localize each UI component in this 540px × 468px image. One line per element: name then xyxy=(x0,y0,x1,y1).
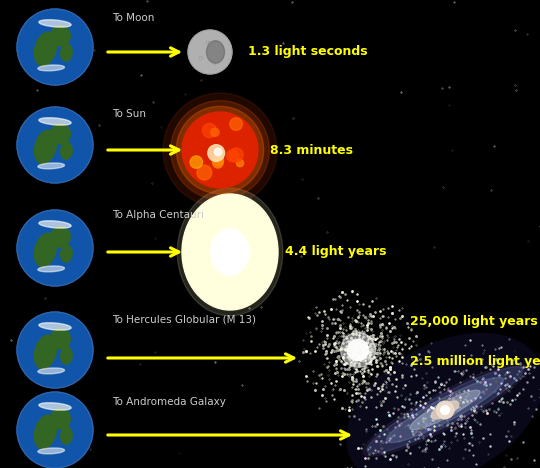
Ellipse shape xyxy=(35,130,57,164)
Circle shape xyxy=(212,154,224,166)
Circle shape xyxy=(197,165,212,180)
Ellipse shape xyxy=(39,221,71,228)
Circle shape xyxy=(237,160,244,167)
Circle shape xyxy=(441,406,449,414)
Circle shape xyxy=(17,210,93,286)
Ellipse shape xyxy=(35,233,57,267)
Text: 8.3 minutes: 8.3 minutes xyxy=(270,144,353,156)
Circle shape xyxy=(17,392,93,468)
Ellipse shape xyxy=(211,229,249,275)
Ellipse shape xyxy=(51,25,70,46)
Circle shape xyxy=(208,145,225,161)
Ellipse shape xyxy=(35,415,57,449)
Circle shape xyxy=(188,30,232,74)
Ellipse shape xyxy=(60,427,72,444)
Text: To Sun: To Sun xyxy=(112,109,146,119)
Ellipse shape xyxy=(387,377,503,443)
Circle shape xyxy=(17,107,93,183)
Ellipse shape xyxy=(177,188,283,316)
Circle shape xyxy=(163,93,277,207)
Ellipse shape xyxy=(38,448,64,454)
Text: 1.3 light seconds: 1.3 light seconds xyxy=(248,45,368,58)
Circle shape xyxy=(211,128,219,137)
Ellipse shape xyxy=(363,364,527,456)
Ellipse shape xyxy=(51,123,70,144)
Ellipse shape xyxy=(60,44,72,61)
Ellipse shape xyxy=(39,20,71,27)
Ellipse shape xyxy=(39,323,71,330)
Circle shape xyxy=(176,106,264,194)
Ellipse shape xyxy=(60,347,72,364)
Ellipse shape xyxy=(38,266,64,272)
Ellipse shape xyxy=(410,390,480,430)
Ellipse shape xyxy=(39,118,71,125)
Circle shape xyxy=(202,124,217,138)
Text: To Hercules Globular (M 13): To Hercules Globular (M 13) xyxy=(112,315,256,325)
Ellipse shape xyxy=(39,403,71,410)
Circle shape xyxy=(226,150,238,162)
Ellipse shape xyxy=(35,335,57,369)
Ellipse shape xyxy=(38,163,64,169)
Circle shape xyxy=(171,101,269,199)
Text: To Andromeda Galaxy: To Andromeda Galaxy xyxy=(112,397,226,407)
Ellipse shape xyxy=(60,142,72,159)
Ellipse shape xyxy=(347,334,540,468)
Circle shape xyxy=(230,148,243,162)
Ellipse shape xyxy=(367,366,523,453)
Text: To Alpha Centauri: To Alpha Centauri xyxy=(112,210,204,220)
Circle shape xyxy=(214,148,222,156)
Circle shape xyxy=(17,9,93,85)
Ellipse shape xyxy=(51,226,70,247)
Ellipse shape xyxy=(35,32,57,66)
Text: 2.5 million light years: 2.5 million light years xyxy=(410,356,540,368)
Ellipse shape xyxy=(60,245,72,262)
Circle shape xyxy=(436,401,454,419)
Circle shape xyxy=(348,340,368,360)
Circle shape xyxy=(190,156,202,168)
Ellipse shape xyxy=(38,65,64,71)
Circle shape xyxy=(213,158,223,168)
Circle shape xyxy=(182,112,258,188)
Ellipse shape xyxy=(206,41,225,63)
Ellipse shape xyxy=(38,368,64,374)
Text: 25,000 light years: 25,000 light years xyxy=(410,315,538,329)
Circle shape xyxy=(17,312,93,388)
Circle shape xyxy=(341,333,375,367)
Ellipse shape xyxy=(51,408,70,429)
Circle shape xyxy=(230,118,242,131)
Ellipse shape xyxy=(194,209,266,295)
Ellipse shape xyxy=(51,328,70,349)
Ellipse shape xyxy=(182,194,278,310)
Text: 4.4 light years: 4.4 light years xyxy=(285,246,387,258)
Ellipse shape xyxy=(431,401,459,419)
Text: To Moon: To Moon xyxy=(112,13,154,23)
